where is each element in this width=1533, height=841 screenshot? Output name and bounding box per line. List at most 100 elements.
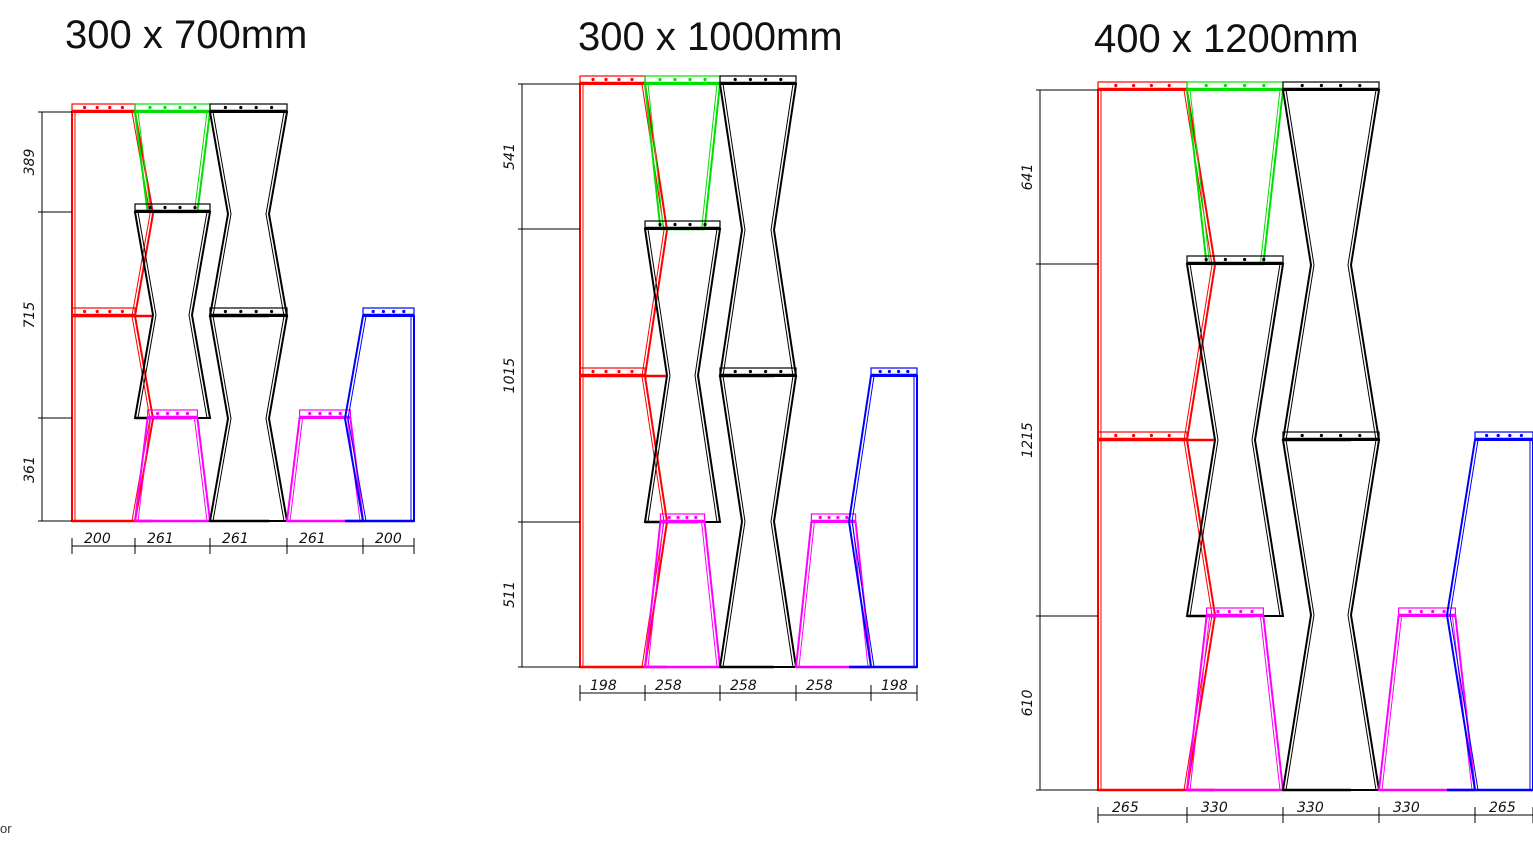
diagram-1: 300 x 700mm 389 715 361 200 261 261 261 200 [22, 13, 415, 554]
mounting-screw-icon [1114, 433, 1118, 438]
mounting-screw-icon [148, 105, 152, 110]
width-dimension-label: 258 [730, 678, 757, 694]
mounting-screw-icon [178, 205, 182, 210]
mounting-screw-icon [1319, 433, 1323, 438]
height-dimension-label: 511 [502, 581, 518, 608]
mounting-screw-icon [764, 77, 768, 82]
mounting-screw-icon [591, 369, 595, 374]
shelf-module-inner [212, 111, 285, 317]
mounting-screw-icon [239, 105, 243, 110]
mounting-screw-icon [878, 369, 882, 374]
mounting-screw-icon [328, 411, 332, 416]
mounting-screw-icon [591, 77, 595, 82]
mounting-screw-icon [381, 309, 385, 314]
mounting-screw-icon [1114, 83, 1118, 88]
width-dimension-label: 261 [222, 531, 249, 547]
mounting-screw-icon [630, 77, 634, 82]
mounting-screw-icon [1496, 433, 1500, 438]
mounting-screw-icon [83, 309, 87, 314]
mounting-screw-icon [658, 222, 662, 227]
mounting-screw-icon [402, 309, 406, 314]
mounting-screw-icon [1149, 433, 1153, 438]
mounting-screw-icon [906, 369, 910, 374]
shelf-module-inner [851, 375, 915, 668]
diagram-2: 300 x 1000mm 541 1015 511 198 258 258 258 198 [502, 15, 918, 701]
shelf-module [71, 111, 155, 317]
mounting-screw-icon [836, 515, 840, 520]
mounting-screw-icon [1167, 83, 1171, 88]
shelf-module-inner [1285, 439, 1377, 791]
mounting-screw-icon [733, 369, 737, 374]
mounting-screw-icon [779, 369, 783, 374]
mounting-screw-icon [193, 205, 197, 210]
mounting-screw-icon [694, 515, 698, 520]
mounting-screw-icon [83, 105, 87, 110]
shelf-module [285, 417, 365, 522]
mounting-screw-icon [676, 515, 680, 520]
mounting-screw-icon [1339, 83, 1343, 88]
mounting-screw-icon [108, 105, 112, 110]
shelf-module-inner [137, 111, 208, 213]
mounting-screw-icon [108, 309, 112, 314]
width-dimension-label: 200 [375, 531, 402, 547]
mounting-screw-icon [604, 77, 608, 82]
height-dimension-label: 1215 [1020, 422, 1036, 458]
mounting-screw-icon [1485, 433, 1489, 438]
width-dimension-label: 261 [147, 531, 174, 547]
shelf-module [718, 375, 798, 668]
mounting-screw-icon [1431, 609, 1435, 614]
mounting-screw-icon [604, 369, 608, 374]
mounting-screw-icon [1508, 433, 1512, 438]
shelf-module [847, 375, 918, 668]
width-dimension-label: 258 [806, 678, 833, 694]
mounting-screw-icon [667, 515, 671, 520]
shelf-module-inner [1449, 439, 1531, 791]
width-dimension-label: 330 [1393, 800, 1420, 816]
mounting-screw-icon [120, 309, 124, 314]
mounting-screw-icon [1300, 433, 1304, 438]
width-dimension-label: 198 [590, 678, 617, 694]
shelf-module-inner [722, 375, 794, 668]
mounting-screw-icon [1408, 609, 1412, 614]
mounting-screw-icon [688, 222, 692, 227]
mounting-screw-icon [1358, 83, 1362, 88]
mounting-screw-icon [318, 411, 322, 416]
shelf-module [208, 111, 289, 317]
mounting-screw-icon [1223, 257, 1227, 262]
mounting-screw-icon [630, 369, 634, 374]
shelf-module-inner [289, 417, 361, 522]
mounting-screw-icon [163, 205, 167, 210]
mounting-screw-icon [175, 411, 180, 416]
mounting-screw-icon [1250, 609, 1254, 614]
mounting-screw-icon [223, 105, 227, 110]
mounting-screw-icon [1339, 433, 1343, 438]
mounting-screw-icon [155, 411, 160, 416]
mounting-screw-icon [1132, 83, 1136, 88]
mounting-screw-icon [270, 309, 274, 314]
mounting-screw-icon [239, 309, 243, 314]
mounting-screw-icon [1419, 609, 1423, 614]
mounting-screw-icon [1358, 433, 1362, 438]
mounting-screw-icon [1262, 83, 1266, 88]
mounting-screw-icon [1243, 257, 1247, 262]
width-dimension-label: 198 [881, 678, 908, 694]
mounting-screw-icon [818, 515, 822, 520]
mounting-screw-icon [120, 105, 124, 110]
mounting-screw-icon [703, 222, 707, 227]
width-dimension-label: 261 [299, 531, 326, 547]
mounting-screw-icon [748, 77, 753, 82]
mounting-screw-icon [254, 309, 258, 314]
mounting-screw-icon [193, 105, 197, 110]
height-dimension-label: 1015 [502, 358, 518, 394]
mounting-screw-icon [148, 205, 152, 210]
width-dimension-label: 330 [1201, 800, 1228, 816]
mounting-screw-icon [779, 77, 783, 82]
mounting-screw-icon [178, 105, 182, 110]
mounting-screw-icon [95, 309, 99, 314]
diagram-title: 300 x 700mm [65, 13, 307, 57]
width-dimension-label: 330 [1297, 800, 1324, 816]
mounting-screw-icon [163, 105, 167, 110]
height-dimension-label: 715 [22, 302, 38, 329]
mounting-screw-icon [338, 411, 342, 416]
